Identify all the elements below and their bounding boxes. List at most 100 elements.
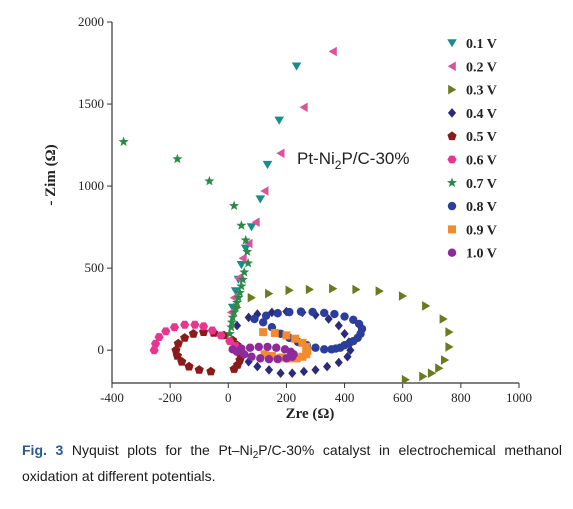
data-point bbox=[264, 365, 274, 375]
data-point bbox=[422, 301, 431, 311]
data-point bbox=[230, 302, 241, 312]
data-point bbox=[343, 351, 352, 362]
data-point bbox=[242, 246, 253, 256]
data-point bbox=[232, 297, 242, 307]
data-point bbox=[288, 368, 297, 378]
legend: 0.1 V 0.2 V 0.3 V 0.4 V 0.5 V 0.6 V 0.7 V 0.8 V… bbox=[447, 37, 497, 262]
series-1-0-v bbox=[228, 342, 298, 364]
data-point bbox=[401, 374, 410, 385]
data-point bbox=[251, 217, 260, 227]
data-point bbox=[267, 307, 276, 318]
data-point bbox=[320, 345, 329, 354]
legend-marker bbox=[447, 177, 457, 188]
data-point bbox=[427, 368, 437, 378]
data-point bbox=[171, 345, 181, 355]
data-point bbox=[296, 307, 306, 316]
series-0-8-v bbox=[250, 307, 367, 354]
data-point bbox=[329, 283, 338, 294]
data-point bbox=[352, 284, 361, 295]
data-point bbox=[216, 331, 226, 340]
figure-caption: Fig. 3 Nyquist plots for the Pt–Ni2P/C-3… bbox=[22, 440, 562, 487]
data-point bbox=[260, 186, 269, 196]
nyquist-chart: -400 -200 0 200 400 600 800 1000 0 500 1000 1500 200… bbox=[43, 14, 532, 422]
data-point bbox=[169, 323, 180, 332]
data-point bbox=[253, 361, 262, 372]
data-point bbox=[299, 102, 308, 113]
annotation-main: Pt-Ni bbox=[297, 149, 335, 168]
data-point bbox=[244, 312, 253, 323]
y-tick-label: 1000 bbox=[78, 178, 104, 193]
series-0-9-v bbox=[259, 328, 312, 363]
data-point bbox=[270, 328, 279, 337]
data-point bbox=[247, 352, 256, 361]
data-point bbox=[260, 350, 269, 359]
legend-marker bbox=[447, 155, 457, 164]
data-point bbox=[264, 355, 274, 364]
data-point bbox=[190, 320, 200, 329]
data-point bbox=[199, 322, 209, 331]
data-point bbox=[435, 363, 444, 373]
legend-marker bbox=[447, 131, 457, 141]
data-point bbox=[206, 366, 216, 376]
data-point bbox=[184, 361, 194, 371]
data-point bbox=[224, 328, 235, 338]
data-point bbox=[274, 116, 284, 125]
data-point bbox=[334, 357, 343, 368]
data-point bbox=[253, 309, 262, 319]
data-point bbox=[240, 244, 251, 253]
legend-label: 0.1 V bbox=[466, 37, 497, 52]
data-series bbox=[118, 46, 454, 385]
data-point bbox=[236, 261, 247, 270]
legend-label: 0.6 V bbox=[466, 154, 497, 169]
data-point bbox=[194, 365, 204, 374]
data-point bbox=[236, 220, 247, 230]
data-point bbox=[311, 343, 320, 352]
data-point bbox=[255, 195, 266, 204]
legend-marker bbox=[447, 39, 457, 48]
data-point bbox=[291, 334, 300, 343]
x-tick-label: 800 bbox=[451, 390, 471, 405]
data-point bbox=[445, 327, 454, 337]
data-point bbox=[419, 371, 428, 382]
data-point bbox=[238, 253, 247, 264]
data-point bbox=[254, 342, 264, 352]
data-point bbox=[259, 328, 268, 337]
data-point bbox=[346, 345, 355, 355]
data-point bbox=[285, 285, 294, 296]
data-point bbox=[291, 62, 302, 71]
annotation-subscript: 2 bbox=[335, 158, 342, 172]
data-point bbox=[149, 346, 159, 355]
data-point bbox=[320, 308, 329, 318]
x-tick-label: 200 bbox=[277, 390, 297, 405]
data-point bbox=[272, 343, 281, 352]
data-point bbox=[285, 307, 294, 317]
data-point bbox=[247, 292, 256, 303]
data-point bbox=[265, 288, 274, 299]
data-point bbox=[239, 267, 250, 277]
data-point bbox=[246, 223, 257, 232]
legend-marker bbox=[448, 225, 456, 234]
data-point bbox=[298, 352, 307, 361]
axis-ticks: -400 -200 0 200 400 600 800 1000 0 500 1000 1500 200… bbox=[78, 14, 532, 405]
data-point bbox=[258, 318, 268, 327]
data-point bbox=[305, 284, 314, 295]
data-point bbox=[273, 355, 282, 364]
annotation-rest: P/C-30% bbox=[341, 149, 409, 168]
legend-label: 0.2 V bbox=[466, 60, 497, 75]
caption-text-1: Nyquist plots for the Pt–Ni bbox=[63, 442, 253, 458]
data-point bbox=[262, 160, 273, 170]
data-point bbox=[226, 317, 237, 327]
x-tick-label: -400 bbox=[100, 390, 124, 405]
caption-subscript: 2 bbox=[252, 450, 259, 461]
series-0-1-v bbox=[227, 62, 302, 312]
legend-label: 0.9 V bbox=[466, 223, 497, 238]
data-point bbox=[243, 257, 254, 268]
data-point bbox=[233, 292, 244, 302]
data-point bbox=[227, 312, 238, 322]
data-point bbox=[161, 327, 171, 336]
data-point bbox=[375, 286, 384, 296]
data-point bbox=[273, 309, 282, 318]
data-point bbox=[226, 321, 237, 332]
data-point bbox=[328, 46, 337, 57]
x-tick-label: 0 bbox=[225, 390, 232, 405]
